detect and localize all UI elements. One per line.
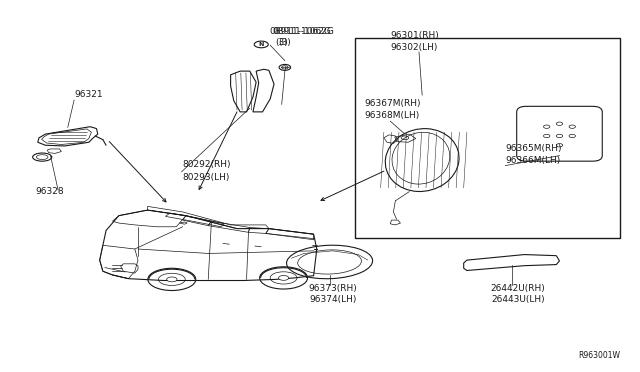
Text: 96367M(RH): 96367M(RH) bbox=[365, 99, 421, 108]
Text: (3): (3) bbox=[278, 38, 291, 47]
Text: 96301(RH): 96301(RH) bbox=[390, 31, 439, 39]
Text: 80292(RH): 80292(RH) bbox=[182, 160, 231, 169]
Text: 96321: 96321 bbox=[74, 90, 103, 99]
Text: 96365M(RH): 96365M(RH) bbox=[505, 144, 562, 153]
Text: 26442U(RH): 26442U(RH) bbox=[491, 284, 545, 293]
Text: N: N bbox=[259, 42, 264, 47]
Text: 08911-1062G: 08911-1062G bbox=[269, 27, 331, 36]
Text: 26443U(LH): 26443U(LH) bbox=[491, 295, 545, 304]
Bar bbox=[355, 38, 620, 238]
Text: 96373(RH): 96373(RH) bbox=[308, 284, 357, 293]
Text: 96366M(LH): 96366M(LH) bbox=[505, 156, 561, 165]
Ellipse shape bbox=[167, 277, 177, 282]
Ellipse shape bbox=[278, 276, 289, 280]
Text: —: — bbox=[189, 215, 193, 220]
Text: R963001W: R963001W bbox=[578, 351, 620, 360]
Text: 96374(LH): 96374(LH) bbox=[309, 295, 356, 304]
Text: (3): (3) bbox=[275, 38, 288, 47]
Text: 96368M(LH): 96368M(LH) bbox=[365, 111, 420, 121]
Text: 96302(LH): 96302(LH) bbox=[390, 43, 438, 52]
Text: 08911-1062G: 08911-1062G bbox=[272, 27, 334, 36]
Text: 96328: 96328 bbox=[36, 187, 65, 196]
Text: 80293(LH): 80293(LH) bbox=[182, 173, 230, 182]
